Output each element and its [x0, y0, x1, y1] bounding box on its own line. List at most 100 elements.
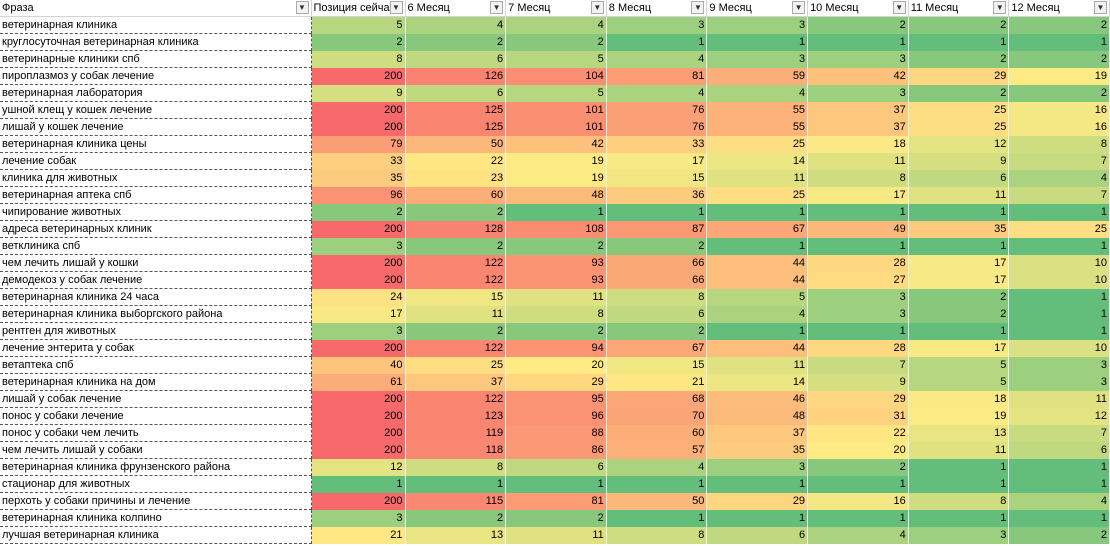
position-cell[interactable]: 2 — [1008, 16, 1110, 34]
position-cell[interactable]: 6 — [1008, 441, 1110, 459]
position-cell[interactable]: 18 — [908, 390, 1010, 408]
position-cell[interactable]: 200 — [311, 271, 406, 289]
position-cell[interactable]: 3 — [606, 16, 708, 34]
position-cell[interactable]: 11 — [706, 356, 809, 374]
position-cell[interactable]: 12 — [311, 458, 406, 476]
position-cell[interactable]: 2 — [606, 237, 708, 255]
position-cell[interactable]: 33 — [311, 152, 406, 170]
position-cell[interactable]: 44 — [706, 339, 809, 357]
position-cell[interactable]: 2 — [908, 50, 1010, 68]
phrase-cell[interactable]: ветеринарная клиника выборгского района — [0, 305, 312, 323]
position-cell[interactable]: 2 — [505, 237, 607, 255]
position-cell[interactable]: 6 — [908, 169, 1010, 187]
position-cell[interactable]: 1 — [606, 509, 708, 527]
col-header-phrase[interactable]: Фраза ▼ — [0, 0, 312, 17]
position-cell[interactable]: 15 — [606, 356, 708, 374]
filter-dropdown-icon[interactable]: ▼ — [892, 1, 906, 14]
position-cell[interactable]: 2 — [606, 322, 708, 340]
phrase-cell[interactable]: лечение энтерита у собак — [0, 339, 312, 357]
position-cell[interactable]: 50 — [405, 135, 507, 153]
position-cell[interactable]: 7 — [1008, 424, 1110, 442]
position-cell[interactable]: 2 — [405, 237, 507, 255]
position-cell[interactable]: 21 — [311, 526, 406, 544]
position-cell[interactable]: 1 — [807, 475, 909, 493]
phrase-cell[interactable]: ветеринарная клиника 24 часа — [0, 288, 312, 306]
position-cell[interactable]: 17 — [807, 186, 909, 204]
position-cell[interactable]: 48 — [505, 186, 607, 204]
col-header-month-8[interactable]: 8 Месяц ▼ — [606, 0, 708, 17]
col-header-month-11[interactable]: 11 Месяц ▼ — [908, 0, 1010, 17]
phrase-cell[interactable]: понос у собаки лечение — [0, 407, 312, 425]
position-cell[interactable]: 88 — [505, 424, 607, 442]
position-cell[interactable]: 1 — [807, 509, 909, 527]
position-cell[interactable]: 3 — [311, 509, 406, 527]
position-cell[interactable]: 1 — [405, 475, 507, 493]
position-cell[interactable]: 93 — [505, 254, 607, 272]
position-cell[interactable]: 4 — [606, 50, 708, 68]
filter-dropdown-icon[interactable]: ▼ — [490, 1, 504, 14]
position-cell[interactable]: 1 — [606, 475, 708, 493]
position-cell[interactable]: 81 — [505, 492, 607, 510]
filter-dropdown-icon[interactable]: ▼ — [691, 1, 705, 14]
position-cell[interactable]: 200 — [311, 118, 406, 136]
phrase-cell[interactable]: ветеринарная клиника на дом — [0, 373, 312, 391]
position-cell[interactable]: 115 — [405, 492, 507, 510]
phrase-cell[interactable]: пироплазмоз у собак лечение — [0, 67, 312, 85]
position-cell[interactable]: 96 — [311, 186, 406, 204]
col-header-month-6[interactable]: 6 Месяц ▼ — [405, 0, 507, 17]
position-cell[interactable]: 11 — [505, 526, 607, 544]
phrase-cell[interactable]: чем лечить лишай у кошки — [0, 254, 312, 272]
col-header-month-10[interactable]: 10 Месяц ▼ — [807, 0, 909, 17]
position-cell[interactable]: 2 — [908, 288, 1010, 306]
position-cell[interactable]: 2 — [1008, 84, 1110, 102]
position-cell[interactable]: 21 — [606, 373, 708, 391]
position-cell[interactable]: 1 — [1008, 458, 1110, 476]
position-cell[interactable]: 14 — [706, 373, 809, 391]
position-cell[interactable]: 200 — [311, 407, 406, 425]
position-cell[interactable]: 119 — [405, 424, 507, 442]
position-cell[interactable]: 1 — [908, 203, 1010, 221]
position-cell[interactable]: 37 — [807, 118, 909, 136]
position-cell[interactable]: 1 — [311, 475, 406, 493]
position-cell[interactable]: 70 — [606, 407, 708, 425]
position-cell[interactable]: 11 — [1008, 390, 1110, 408]
phrase-cell[interactable]: перхоть у собаки причины и лечение — [0, 492, 312, 510]
position-cell[interactable]: 101 — [505, 101, 607, 119]
position-cell[interactable]: 24 — [311, 288, 406, 306]
position-cell[interactable]: 44 — [706, 254, 809, 272]
position-cell[interactable]: 6 — [505, 458, 607, 476]
position-cell[interactable]: 25 — [706, 186, 809, 204]
position-cell[interactable]: 25 — [706, 135, 809, 153]
position-cell[interactable]: 37 — [405, 373, 507, 391]
position-cell[interactable]: 3 — [807, 50, 909, 68]
position-cell[interactable]: 16 — [1008, 101, 1110, 119]
position-cell[interactable]: 6 — [405, 84, 507, 102]
position-cell[interactable]: 37 — [706, 424, 809, 442]
position-cell[interactable]: 11 — [505, 288, 607, 306]
position-cell[interactable]: 19 — [505, 152, 607, 170]
phrase-cell[interactable]: чем лечить лишай у собаки — [0, 441, 312, 459]
position-cell[interactable]: 200 — [311, 390, 406, 408]
position-cell[interactable]: 8 — [908, 492, 1010, 510]
position-cell[interactable]: 35 — [311, 169, 406, 187]
position-cell[interactable]: 123 — [405, 407, 507, 425]
phrase-cell[interactable]: круглосуточная ветеринарная клиника — [0, 33, 312, 51]
position-cell[interactable]: 12 — [908, 135, 1010, 153]
position-cell[interactable]: 125 — [405, 118, 507, 136]
position-cell[interactable]: 1 — [706, 475, 809, 493]
position-cell[interactable]: 17 — [908, 339, 1010, 357]
position-cell[interactable]: 37 — [807, 101, 909, 119]
position-cell[interactable]: 29 — [908, 67, 1010, 85]
position-cell[interactable]: 60 — [606, 424, 708, 442]
position-cell[interactable]: 200 — [311, 441, 406, 459]
position-cell[interactable]: 5 — [908, 373, 1010, 391]
position-cell[interactable]: 33 — [606, 135, 708, 153]
position-cell[interactable]: 11 — [405, 305, 507, 323]
phrase-cell[interactable]: ветеринарные клиники спб — [0, 50, 312, 68]
position-cell[interactable]: 200 — [311, 67, 406, 85]
position-cell[interactable]: 50 — [606, 492, 708, 510]
position-cell[interactable]: 12 — [1008, 407, 1110, 425]
position-cell[interactable]: 44 — [706, 271, 809, 289]
filter-dropdown-icon[interactable]: ▼ — [993, 1, 1007, 14]
position-cell[interactable]: 6 — [706, 526, 809, 544]
